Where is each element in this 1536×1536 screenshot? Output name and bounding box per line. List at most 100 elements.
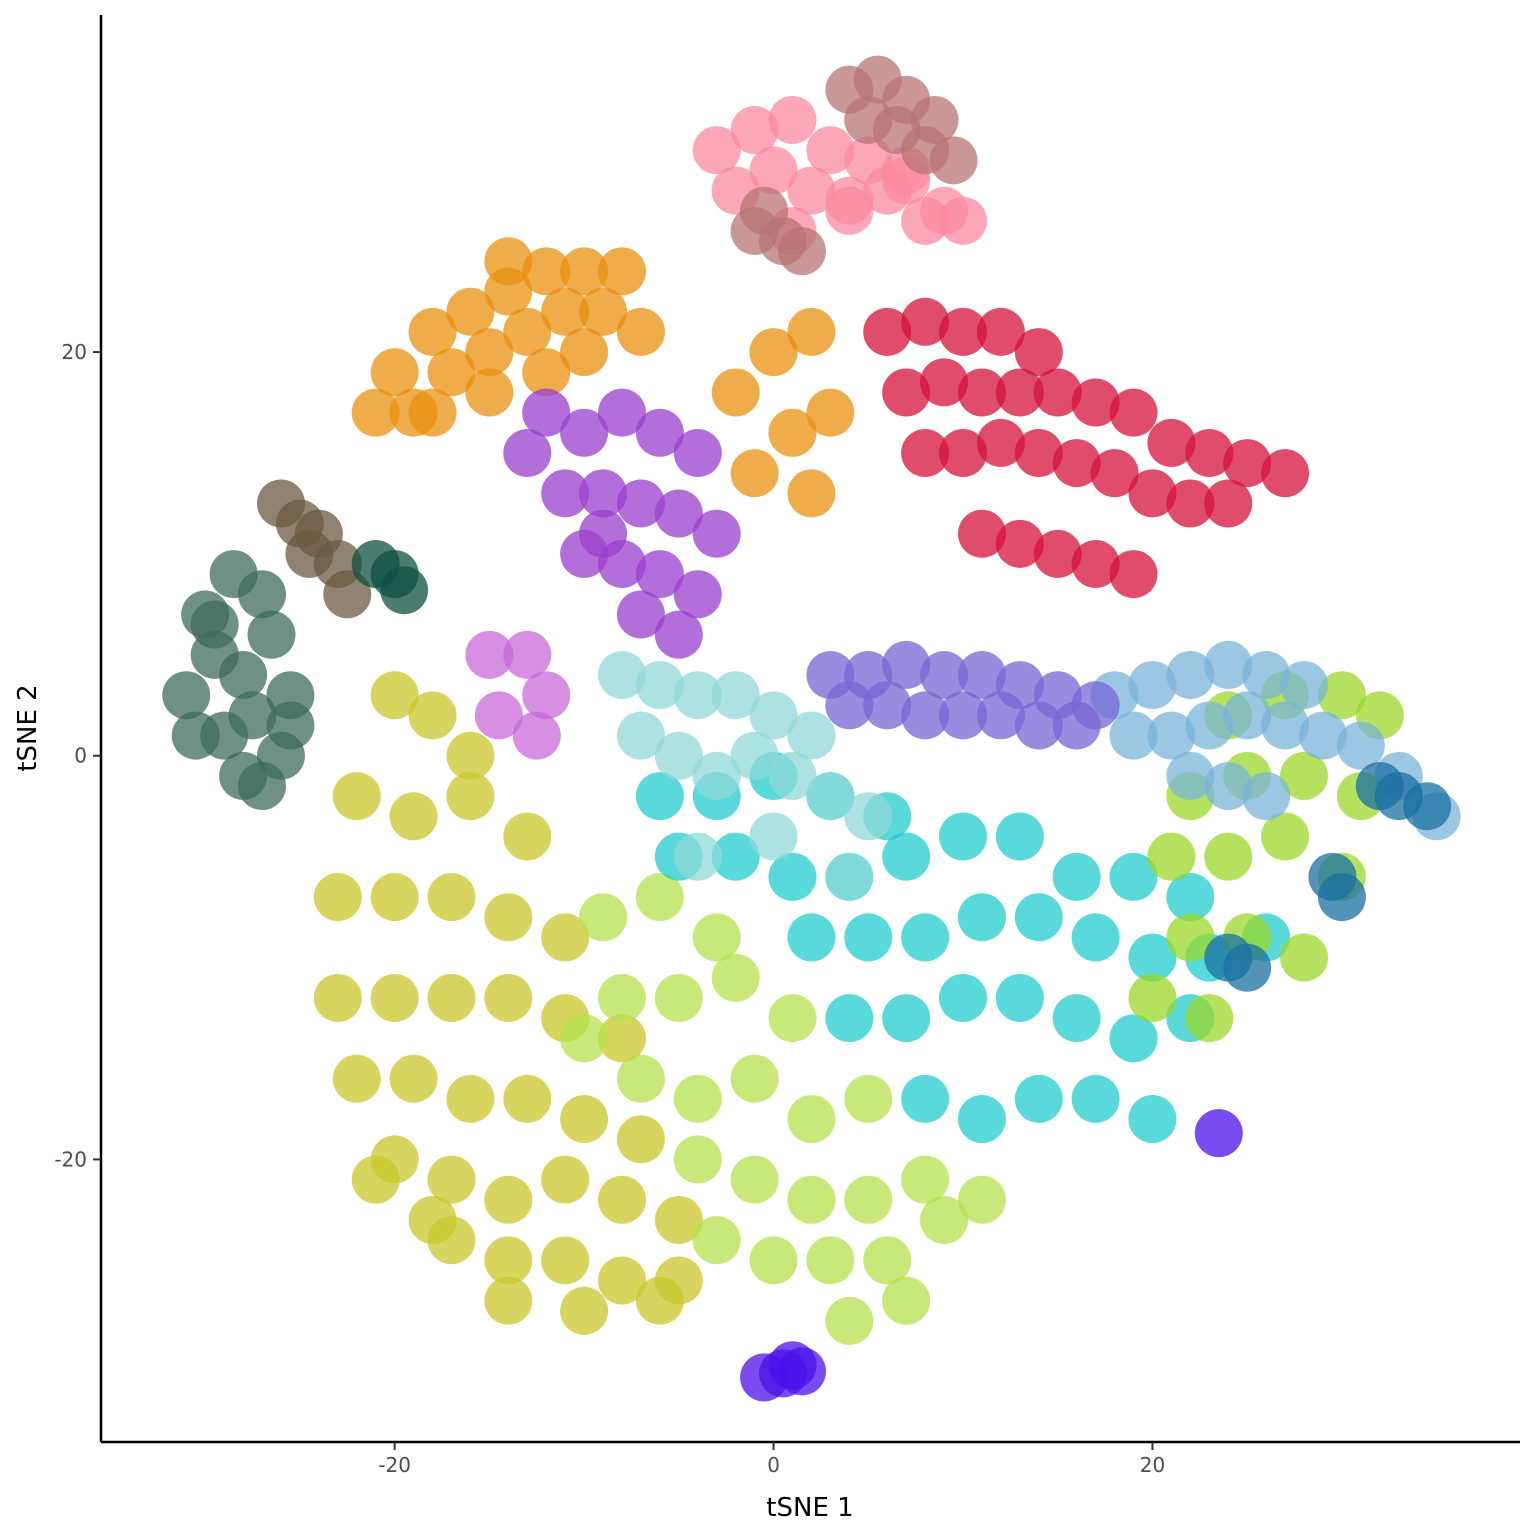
point (427, 873, 476, 922)
point (901, 1074, 950, 1123)
point (654, 973, 703, 1022)
point (730, 1155, 779, 1204)
point (1261, 701, 1310, 750)
point (844, 1175, 893, 1224)
point (1166, 479, 1215, 528)
point (408, 307, 457, 356)
point (484, 1276, 533, 1325)
point (863, 681, 912, 730)
point (957, 509, 1006, 558)
point (635, 772, 684, 821)
point (976, 307, 1025, 356)
point (635, 1276, 684, 1325)
point (1223, 943, 1272, 992)
point (957, 368, 1006, 417)
point (1052, 701, 1101, 750)
point (171, 711, 220, 760)
point (1090, 449, 1139, 498)
point (522, 388, 571, 437)
point (1014, 1074, 1063, 1123)
point (579, 893, 628, 942)
point (1261, 449, 1310, 498)
point (1014, 893, 1063, 942)
point (1223, 439, 1272, 488)
y-tick-label: 0 (74, 744, 87, 768)
point (1128, 1095, 1177, 1144)
point (484, 237, 533, 286)
point (768, 751, 817, 800)
point (597, 1256, 646, 1305)
point (503, 630, 552, 679)
point (730, 1054, 779, 1103)
point (901, 196, 950, 245)
point (654, 731, 703, 780)
point (901, 428, 950, 477)
point (323, 570, 372, 619)
point (313, 873, 362, 922)
point (882, 994, 931, 1043)
point (389, 1054, 438, 1103)
point (1052, 439, 1101, 488)
point (825, 852, 874, 901)
point (939, 196, 988, 245)
point (1147, 711, 1196, 760)
point (787, 913, 836, 962)
point (920, 651, 969, 700)
point (484, 973, 533, 1022)
point (503, 307, 552, 356)
point (1071, 540, 1120, 589)
point (957, 1175, 1006, 1224)
point (749, 691, 798, 740)
point (408, 691, 457, 740)
point (1071, 1074, 1120, 1123)
point (787, 307, 836, 356)
point (863, 307, 912, 356)
point (806, 126, 855, 175)
point (692, 1216, 741, 1265)
point (1033, 368, 1082, 417)
point (484, 1236, 533, 1285)
point (635, 873, 684, 922)
point (692, 913, 741, 962)
point (1204, 640, 1253, 689)
point (1109, 388, 1158, 437)
point (1242, 772, 1291, 821)
point (749, 146, 798, 195)
x-tick-label: 20 (1140, 1453, 1165, 1477)
point (806, 1236, 855, 1285)
point (920, 358, 969, 407)
point (579, 509, 628, 558)
point (560, 1095, 609, 1144)
point (427, 1155, 476, 1204)
point (673, 1074, 722, 1123)
point (901, 1155, 950, 1204)
point (1166, 913, 1215, 962)
point (541, 913, 590, 962)
point (825, 681, 874, 730)
point (1128, 973, 1177, 1022)
point (1223, 691, 1272, 740)
point (882, 368, 931, 417)
point (484, 1175, 533, 1224)
point (882, 832, 931, 881)
point (1317, 671, 1366, 720)
point (1204, 762, 1253, 811)
point (768, 95, 817, 144)
point (863, 1236, 912, 1285)
point (1185, 994, 1234, 1043)
point (939, 428, 988, 477)
point (446, 287, 495, 336)
point (597, 388, 646, 437)
point (995, 519, 1044, 568)
point (939, 307, 988, 356)
point (768, 994, 817, 1043)
point (503, 428, 552, 477)
point (370, 873, 419, 922)
point (844, 792, 893, 841)
point (939, 691, 988, 740)
point (777, 227, 826, 276)
point (806, 388, 855, 437)
x-axis-title: tSNE 1 (766, 1493, 853, 1523)
point (1128, 933, 1177, 982)
point (976, 418, 1025, 467)
